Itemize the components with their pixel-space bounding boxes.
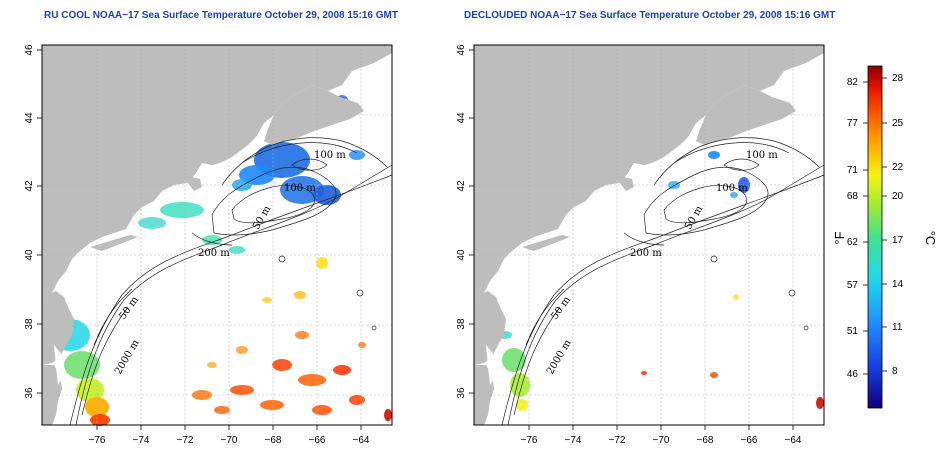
colorbar-fahrenheit-unit: °F (832, 231, 847, 244)
left-y-tick-36: 36 (24, 387, 35, 399)
right-y-tick-38: 38 (456, 318, 467, 330)
colorbar-f-77: 77 (847, 118, 859, 129)
right-x-tick-74: −74 (565, 435, 582, 446)
left-x-tick-70: −70 (221, 435, 238, 446)
right-y-tick-42: 42 (456, 180, 467, 192)
colorbar-c-22: 22 (892, 162, 904, 173)
colorbar-gradient (867, 65, 883, 409)
left-x-tick-74: −74 (133, 435, 150, 446)
left-y-tick-44: 44 (24, 112, 35, 124)
colorbar-f-82: 82 (847, 77, 859, 88)
left-y-tick-40: 40 (24, 249, 35, 261)
right-contour-label-100m-a: 100 m (746, 150, 778, 161)
left-x-tick-68: −68 (265, 435, 282, 446)
colorbar-f-68: 68 (847, 191, 859, 202)
right-map-frame (473, 44, 825, 426)
left-y-tick-46: 46 (24, 44, 35, 56)
right-x-tick-76: −76 (521, 435, 538, 446)
left-map: 100 m 100 m 50 m 200 m 50 m 2000 m −76 −… (24, 44, 393, 446)
left-grid (42, 45, 392, 425)
right-grid (474, 45, 824, 425)
right-x-tick-72: −72 (609, 435, 626, 446)
colorbar-c-8: 8 (892, 366, 898, 377)
right-contour-label-200m: 200 m (630, 248, 662, 259)
colorbar-f-71: 71 (847, 165, 859, 176)
colorbar-c-14: 14 (892, 279, 904, 290)
right-y-tick-36: 36 (456, 387, 467, 399)
right-map: 100 m 100 m 50 m 200 m 50 m 2000 m −76 −… (456, 44, 825, 446)
left-map-frame (41, 44, 393, 426)
left-contour-label-100m-a: 100 m (314, 150, 346, 161)
right-map-title: DECLOUDED NOAA−17 Sea Surface Temperatur… (464, 10, 836, 21)
colorbar-f-46: 46 (847, 369, 859, 380)
left-map-title: RU COOL NOAA−17 Sea Surface Temperature … (44, 10, 398, 21)
left-x-tick-72: −72 (177, 435, 194, 446)
right-x-tick-70: −70 (653, 435, 670, 446)
left-y-tick-42: 42 (24, 180, 35, 192)
left-contour-label-100m-b: 100 m (284, 183, 316, 194)
right-x-tick-66: −66 (741, 435, 758, 446)
left-contour-label-200m: 200 m (198, 248, 230, 259)
right-y-tick-46: 46 (456, 44, 467, 56)
colorbar-celsius-unit: °C (923, 231, 938, 246)
colorbar-f-51: 51 (847, 326, 859, 337)
right-y-tick-44: 44 (456, 112, 467, 124)
colorbar-c-28: 28 (892, 73, 904, 84)
colorbar-f-62: 62 (847, 237, 859, 248)
left-x-tick-66: −66 (309, 435, 326, 446)
colorbar-f-57: 57 (847, 280, 859, 291)
colorbar-c-25: 25 (892, 118, 904, 129)
right-contour-label-100m-b: 100 m (716, 183, 748, 194)
colorbar-c-17: 17 (892, 235, 904, 246)
left-y-tick-38: 38 (24, 318, 35, 330)
right-x-tick-68: −68 (697, 435, 714, 446)
right-x-tick-64: −64 (785, 435, 802, 446)
colorbar-c-11: 11 (892, 322, 903, 333)
left-x-tick-76: −76 (89, 435, 106, 446)
colorbar-c-20: 20 (892, 191, 904, 202)
right-y-tick-40: 40 (456, 249, 467, 261)
colorbar: 82 77 71 68 62 57 51 46 28 25 22 20 17 1… (832, 65, 938, 409)
left-x-tick-64: −64 (353, 435, 370, 446)
